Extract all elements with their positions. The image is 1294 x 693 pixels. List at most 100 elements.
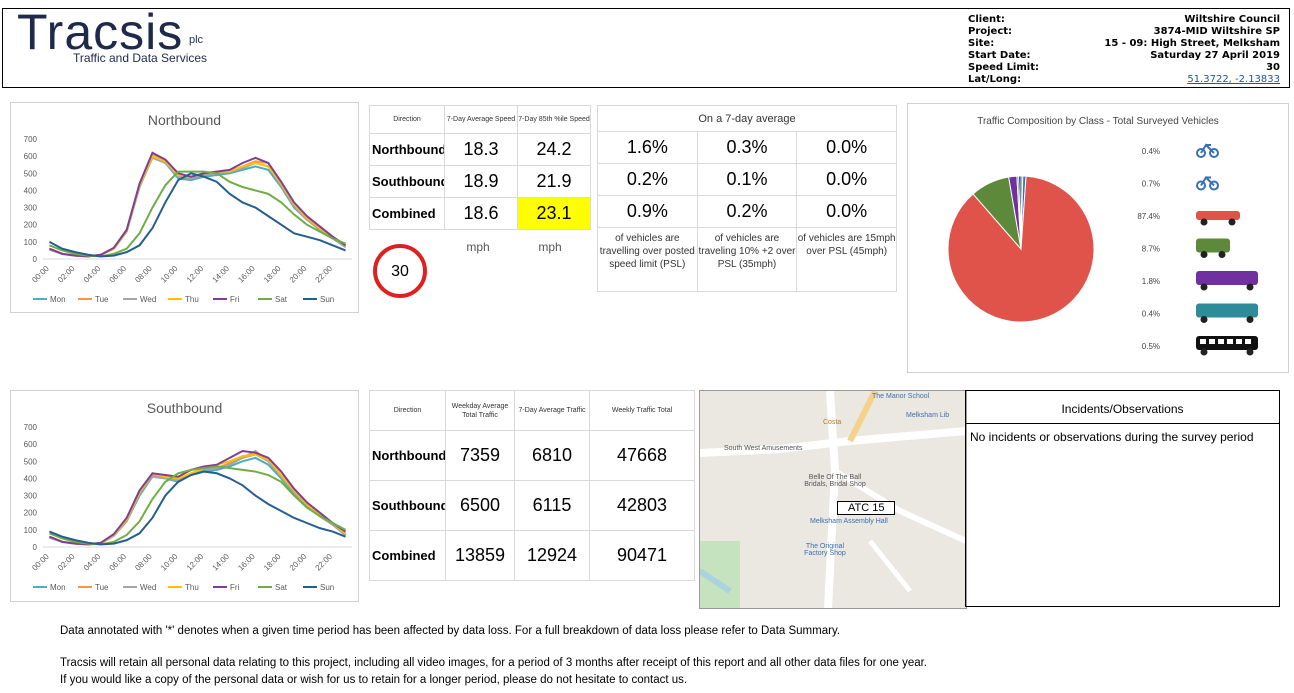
map-label: Melksham Assembly Hall — [810, 518, 888, 525]
info-row: Project: 3874-MID Wiltshire SP — [968, 26, 1280, 38]
slice-label: 0.4% — [1142, 147, 1160, 156]
info-value: 3874-MID Wiltshire SP — [1154, 26, 1280, 38]
icon-body — [1196, 271, 1258, 285]
y-tick-label: 600 — [24, 440, 38, 449]
icon-window — [1227, 339, 1233, 344]
line-series — [49, 158, 345, 257]
info-value: Saturday 27 April 2019 — [1150, 50, 1280, 62]
info-value: Wiltshire Council — [1184, 14, 1280, 26]
value-cell: 24.2 — [518, 134, 591, 166]
map-label: Belle Of The Ball Bridals, Bridal Shop — [800, 474, 870, 488]
y-tick-label: 700 — [24, 135, 38, 144]
row: 1.6%0.3%0.0% — [598, 132, 897, 164]
x-tick-label: 14:00 — [211, 552, 232, 573]
y-tick-label: 100 — [24, 238, 38, 247]
value-cell: 0.2% — [598, 164, 698, 196]
header-cell: Direction — [370, 106, 445, 134]
icon-wheel — [1201, 219, 1208, 226]
value-cell: 21.9 — [518, 166, 591, 198]
legend-label: Sat — [275, 583, 288, 592]
header-cell: Direction — [370, 391, 446, 431]
legend-label: Mon — [50, 583, 66, 592]
info-row: Start Date: Saturday 27 April 2019 — [968, 50, 1280, 62]
y-tick-label: 0 — [33, 255, 38, 264]
x-tick-label: 16:00 — [236, 264, 257, 285]
direction-cell: Combined — [370, 198, 445, 230]
value-cell: 0.9% — [598, 196, 698, 228]
psl-table: On a 7-day average1.6%0.3%0.0%0.2%0.1%0.… — [597, 105, 897, 292]
legend-label: Wed — [140, 583, 156, 592]
map-label: The Manor School — [872, 393, 929, 400]
incidents-box: Incidents/Observations No incidents or o… — [965, 390, 1280, 607]
x-tick-label: 18:00 — [262, 552, 283, 573]
header-row: Direction7-Day Average Speed7-Day 85th %… — [370, 106, 591, 134]
slice-label: 0.5% — [1142, 342, 1160, 351]
icon-wheel — [1201, 316, 1208, 323]
value-cell: 0.0% — [797, 196, 897, 228]
legend-label: Wed — [140, 295, 156, 304]
direction-cell: Combined — [370, 531, 446, 581]
y-tick-label: 100 — [24, 526, 38, 535]
incidents-text: No incidents or observations during the … — [966, 424, 1279, 450]
info-value: 15 - 09: High Street, Melksham — [1104, 38, 1280, 50]
vehicle-icon — [1196, 304, 1258, 324]
value-cell: 7359 — [446, 431, 515, 481]
legend-label: Sat — [275, 295, 288, 304]
line-series — [49, 466, 345, 544]
x-tick-label: 10:00 — [159, 264, 180, 285]
info-value: 51.3722, -2.13833 — [1187, 74, 1280, 86]
legend-label: Mon — [50, 295, 66, 304]
icon-wheel — [1229, 219, 1236, 226]
tagline: Traffic and Data Services — [73, 51, 207, 65]
row: Combined18.623.1 — [370, 198, 591, 230]
value-cell: 90471 — [590, 531, 695, 581]
incidents-title: Incidents/Observations — [966, 391, 1279, 424]
value-cell: 0.0% — [797, 132, 897, 164]
value-cell: 0.2% — [697, 196, 797, 228]
map-label: South West Amusements — [724, 445, 802, 452]
x-tick-label: 20:00 — [288, 264, 309, 285]
chart-title: Traffic Composition by Class - Total Sur… — [977, 116, 1219, 127]
y-tick-label: 400 — [24, 474, 38, 483]
notes-row: of vehicles are travelling over posted s… — [598, 228, 897, 292]
x-tick-label: 22:00 — [314, 264, 335, 285]
x-tick-label: 22:00 — [314, 552, 335, 573]
x-tick-label: 20:00 — [288, 552, 309, 573]
header-cell: On a 7-day average — [598, 106, 897, 132]
value-cell: 18.6 — [445, 198, 518, 230]
info-row: Speed Limit:30 — [968, 62, 1280, 74]
header-cell: 7-Day 85th %ile Speed — [518, 106, 591, 134]
speed-limit-sign: 30 — [370, 243, 430, 299]
x-tick-label: 06:00 — [108, 552, 129, 573]
x-tick-label: 04:00 — [82, 552, 103, 573]
info-row: Site:15 - 09: High Street, Melksham — [968, 38, 1280, 50]
value-cell: 23.1 — [518, 198, 591, 230]
info-label: Start Date: — [968, 50, 1031, 62]
info-label: Speed Limit: — [968, 62, 1039, 74]
y-tick-label: 500 — [24, 457, 38, 466]
unit: mph — [520, 240, 580, 254]
line-series — [49, 472, 345, 545]
map-marker: ATC 15 — [837, 501, 895, 515]
x-tick-label: 10:00 — [159, 552, 180, 573]
logo-suffix: plc — [189, 34, 203, 46]
x-tick-label: 12:00 — [185, 552, 206, 573]
row: 0.2%0.1%0.0% — [598, 164, 897, 196]
footer-note: Tracsis will retain all personal data re… — [60, 657, 927, 669]
icon-body — [1196, 211, 1240, 220]
value-cell: 13859 — [446, 531, 515, 581]
x-tick-label: 08:00 — [133, 264, 154, 285]
icon-wheel — [1219, 251, 1226, 258]
x-tick-label: 16:00 — [236, 552, 257, 573]
x-tick-label: 06:00 — [108, 264, 129, 285]
info-row: Client:Wiltshire Council — [968, 14, 1280, 26]
info-label: Project: — [968, 26, 1012, 38]
header-cell: 7-Day Average Speed — [445, 106, 518, 134]
vehicle-icon — [1196, 211, 1240, 226]
x-tick-label: 02:00 — [56, 552, 77, 573]
